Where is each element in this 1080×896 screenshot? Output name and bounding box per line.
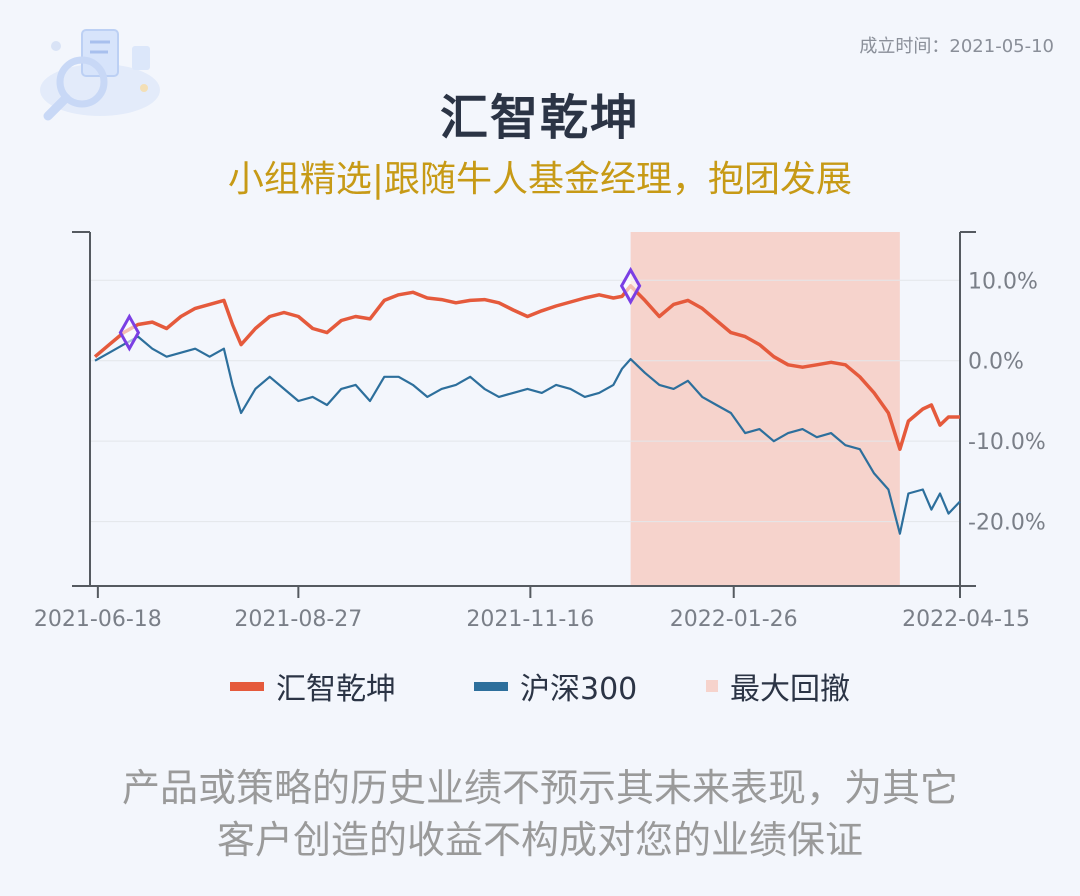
y-tick-label: -10.0% — [968, 430, 1046, 455]
page-subtitle: 小组精选|跟随牛人基金经理，抱团发展 — [227, 159, 853, 200]
y-tick-label: 10.0% — [968, 269, 1038, 294]
legend-item-index: 沪深300 — [474, 664, 637, 708]
disclaimer-line-2: 客户创造的收益不构成对您的业绩保证 — [216, 818, 863, 862]
legend-label-fund: 汇智乾坤 — [276, 672, 396, 707]
y-tick-label: 0.0% — [968, 350, 1024, 375]
legend-label-index: 沪深300 — [520, 672, 638, 707]
diamond-marker-icon — [118, 313, 141, 352]
legend-swatch-index — [474, 681, 508, 691]
y-tick-label: -20.0% — [968, 511, 1046, 536]
legend-label-drawdown: 最大回撤 — [730, 672, 850, 707]
fund-line — [93, 284, 960, 451]
legend-swatch-drawdown — [706, 680, 718, 692]
performance-chart: 10.0% 0.0% -10.0% -20.0% 2021-06-18 2021-08-2… — [34, 231, 1046, 632]
legend-item-drawdown: 最大回撤 — [706, 664, 850, 708]
disclaimer-line-1: 产品或策略的历史业绩不预示其未来表现，为其它 — [121, 766, 958, 810]
disclaimer: 产品或策略的历史业绩不预示其未来表现，为其它 客户创造的收益不构成对您的业绩保证 — [0, 762, 1080, 866]
chart-legend: 汇智乾坤 沪深300 最大回撤 — [0, 664, 1080, 708]
legend-item-fund: 汇智乾坤 — [230, 664, 396, 708]
x-tick-label: 2021-11-16 — [466, 607, 594, 632]
x-tick-label: 2021-08-27 — [234, 607, 362, 632]
x-tick-label: 2022-04-15 — [902, 607, 1030, 632]
max-drawdown-region — [630, 232, 900, 586]
inception-date: 成立时间：2021-05-10 — [859, 36, 1054, 57]
x-tick-label: 2022-01-26 — [670, 607, 798, 632]
diamond-marker-icon — [619, 266, 642, 305]
x-tick-label: 2021-06-18 — [34, 607, 162, 632]
legend-swatch-fund — [230, 681, 264, 691]
index-line — [94, 335, 961, 535]
magnifier-document-icon — [20, 10, 170, 134]
page-title: 汇智乾坤 — [439, 90, 640, 146]
